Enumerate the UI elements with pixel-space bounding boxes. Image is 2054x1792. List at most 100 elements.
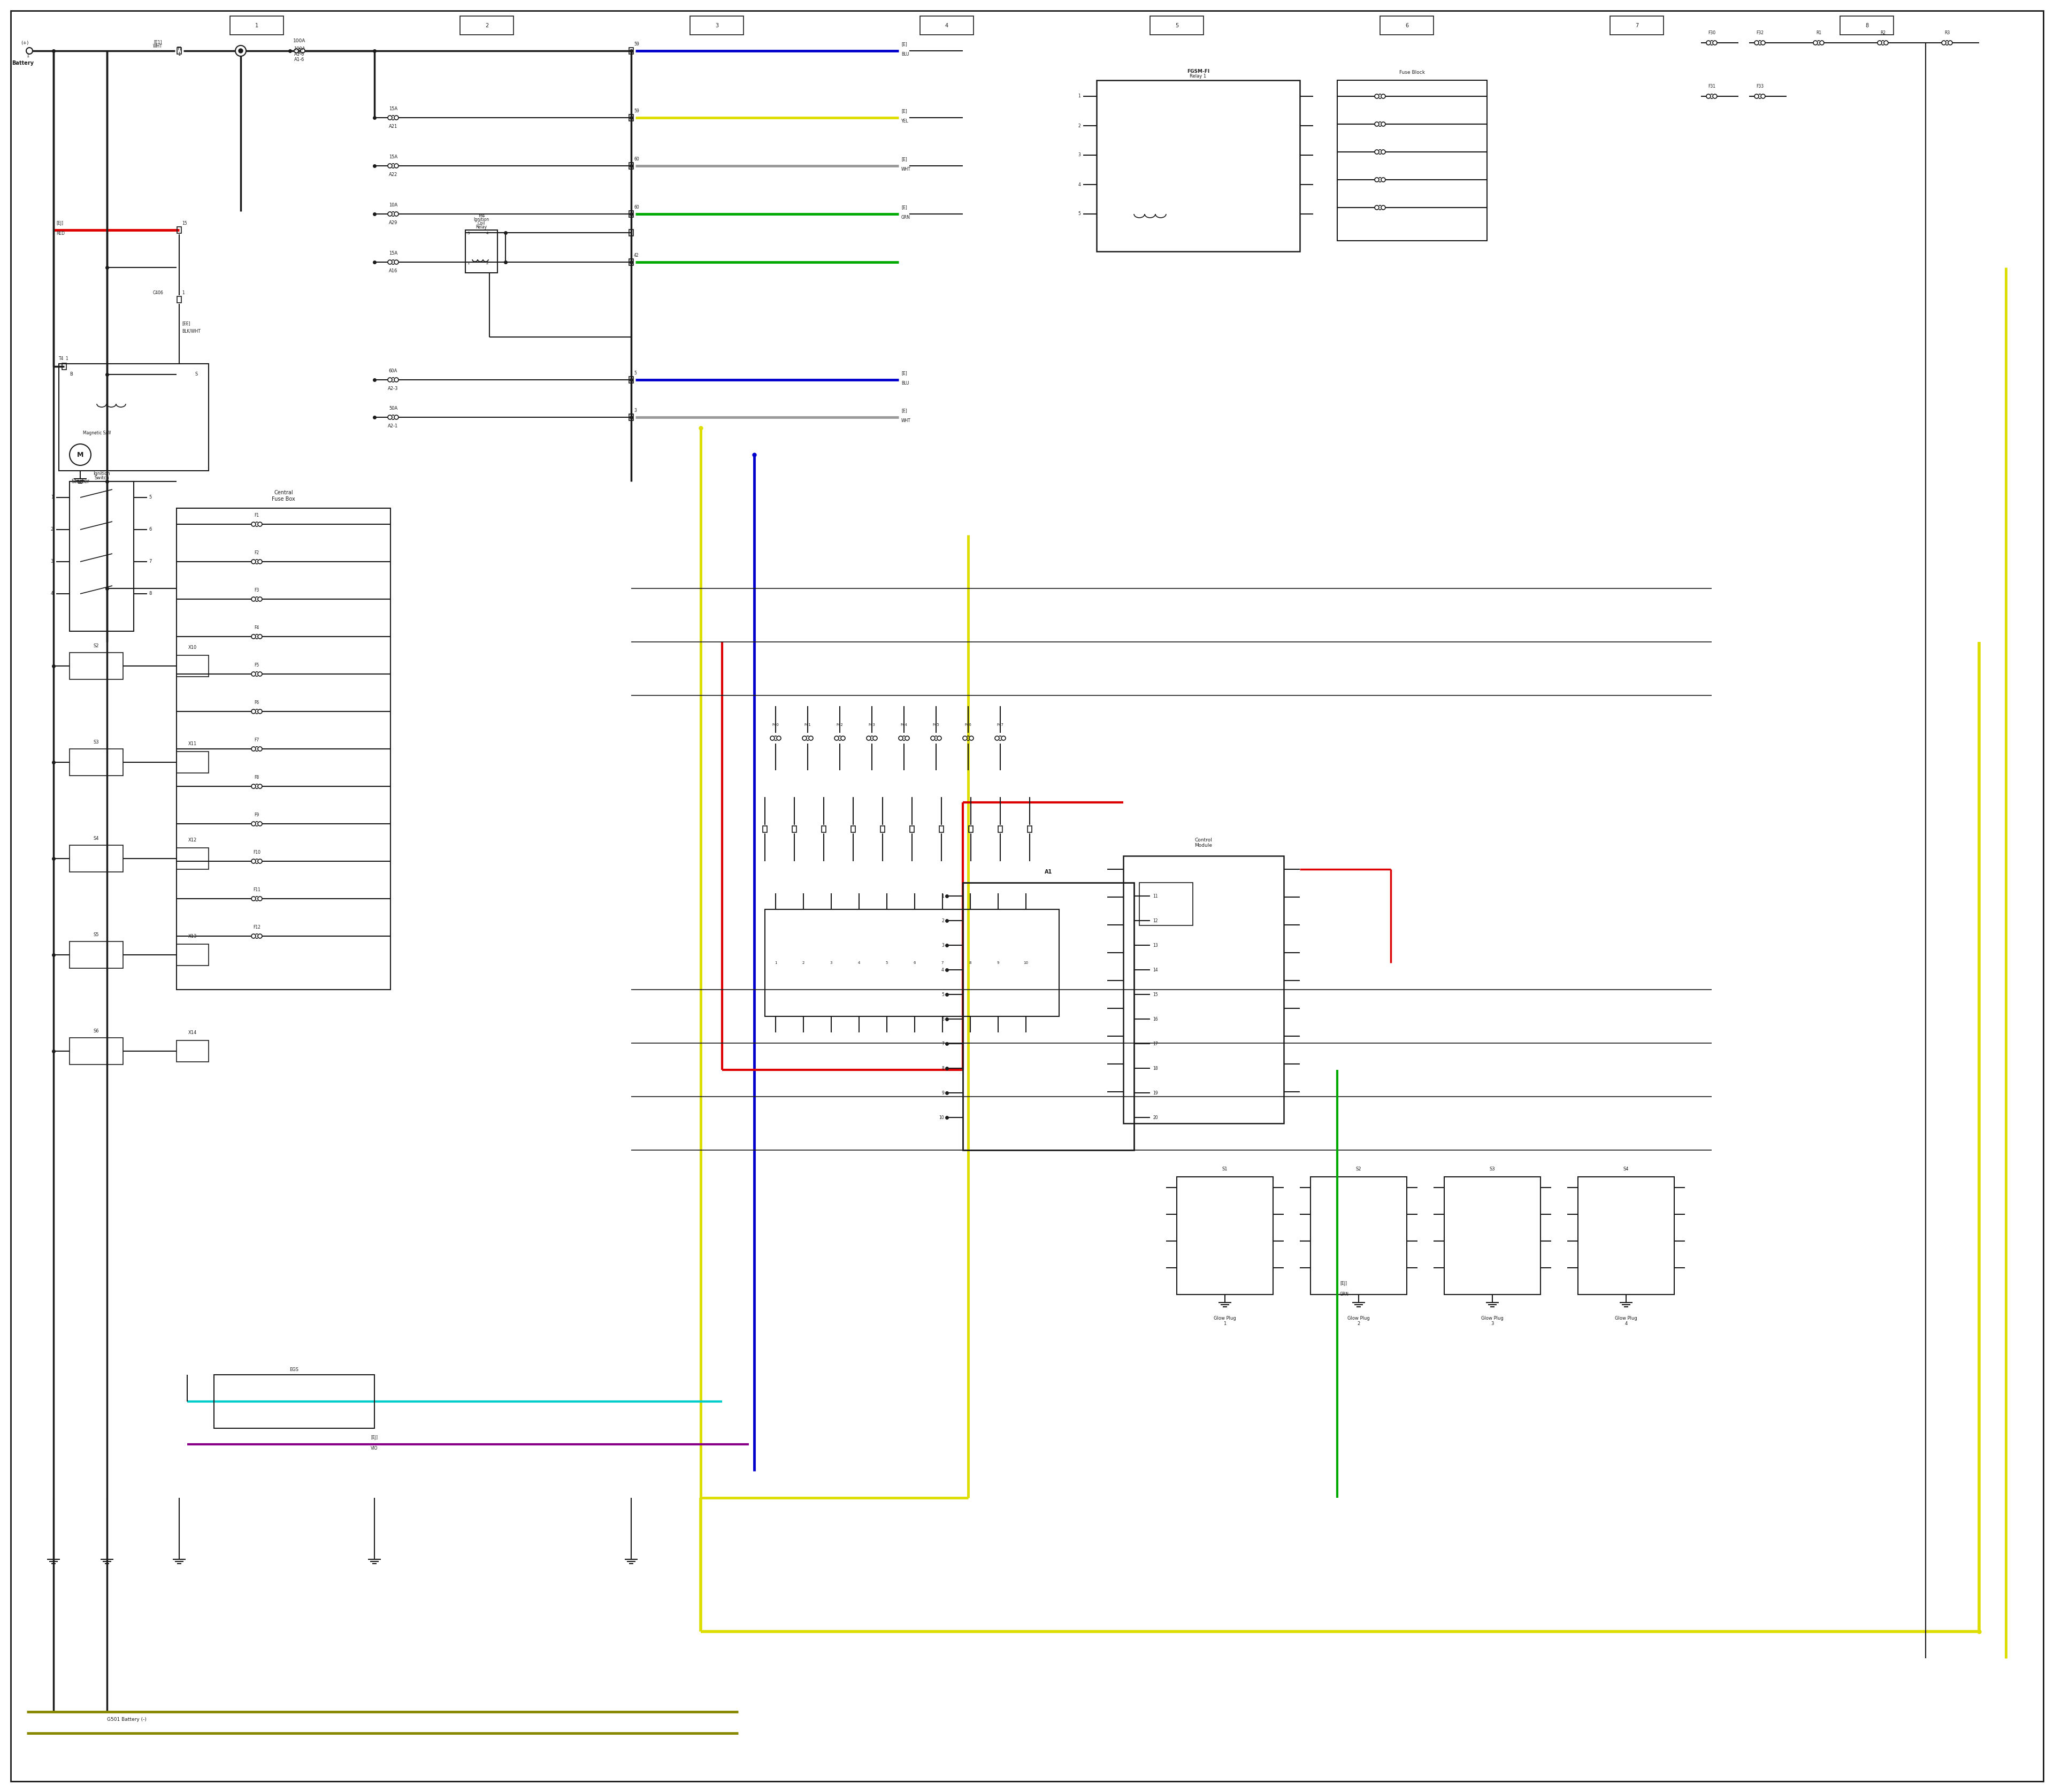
Bar [1310, 1177, 1407, 1294]
Circle shape [776, 737, 781, 740]
Text: C406: C406 [152, 290, 162, 296]
Text: BLU: BLU [902, 52, 910, 57]
Circle shape [840, 737, 844, 740]
Bar [466, 229, 497, 272]
Text: F12: F12 [253, 925, 261, 930]
Text: WHT: WHT [902, 167, 910, 172]
Circle shape [803, 737, 807, 740]
Text: Starter: Starter [72, 478, 88, 484]
Circle shape [1877, 41, 1881, 45]
Text: 4: 4 [945, 23, 949, 29]
Text: S4: S4 [1623, 1167, 1629, 1172]
Bar [1097, 81, 1300, 251]
Circle shape [937, 737, 941, 740]
Bar [850, 826, 854, 831]
Text: Ignition: Ignition [474, 217, 489, 222]
Text: A21: A21 [388, 124, 398, 129]
Text: 9: 9 [996, 961, 1000, 964]
Text: 8: 8 [1865, 23, 1869, 29]
Text: S3: S3 [92, 740, 99, 745]
Text: Central
Fuse Box: Central Fuse Box [271, 491, 296, 502]
Text: 13: 13 [1152, 943, 1158, 948]
Bar [629, 211, 633, 217]
Text: 3: 3 [941, 943, 945, 948]
Text: [EE]: [EE] [183, 321, 191, 326]
Text: S3: S3 [1489, 1167, 1495, 1172]
Text: WHT: WHT [152, 43, 162, 48]
Circle shape [930, 737, 935, 740]
Circle shape [1374, 206, 1378, 210]
Bar [1840, 16, 1894, 34]
Bar [177, 48, 181, 54]
Text: 100A: 100A [294, 38, 306, 43]
Text: 5: 5 [885, 961, 887, 964]
Text: 2: 2 [487, 262, 489, 265]
Circle shape [809, 737, 813, 740]
Text: S6: S6 [92, 1029, 99, 1034]
Circle shape [1754, 95, 1758, 99]
Circle shape [251, 597, 255, 602]
Circle shape [300, 48, 304, 54]
Circle shape [1820, 41, 1824, 45]
Circle shape [27, 48, 33, 54]
Circle shape [388, 211, 392, 217]
Text: Glow Plug
1: Glow Plug 1 [1214, 1315, 1237, 1326]
Bar [762, 826, 766, 831]
Text: 5: 5 [1175, 23, 1179, 29]
Circle shape [1754, 41, 1758, 45]
Bar [70, 749, 123, 776]
Text: F6: F6 [255, 701, 259, 704]
Text: F10: F10 [253, 849, 261, 855]
Text: 10: 10 [1023, 961, 1029, 964]
Text: Fuse Block: Fuse Block [1399, 70, 1425, 75]
Bar [939, 826, 943, 831]
Text: [E]: [E] [902, 109, 908, 113]
Bar [629, 48, 633, 54]
Circle shape [388, 416, 392, 419]
Text: 2: 2 [51, 527, 53, 532]
Bar [629, 376, 633, 383]
Text: 2: 2 [1078, 124, 1080, 127]
Text: [E]: [E] [902, 371, 908, 376]
Text: 8: 8 [148, 591, 152, 597]
Text: Magnetic S/W: Magnetic S/W [82, 430, 111, 435]
Circle shape [394, 163, 398, 168]
Text: A1: A1 [1045, 869, 1052, 874]
Bar [1610, 16, 1664, 34]
Text: BLU: BLU [902, 382, 910, 385]
Text: BLK/WHT: BLK/WHT [183, 328, 201, 333]
Text: 6: 6 [941, 1016, 945, 1021]
Text: F30: F30 [1707, 30, 1715, 36]
Text: F5: F5 [255, 663, 259, 668]
Text: 3: 3 [1078, 152, 1080, 158]
Circle shape [238, 48, 242, 54]
Circle shape [388, 260, 392, 263]
Bar [881, 826, 885, 831]
Text: X10: X10 [189, 645, 197, 650]
Bar [1337, 81, 1487, 240]
Text: F47: F47 [996, 724, 1004, 726]
Bar [629, 229, 633, 237]
Circle shape [394, 211, 398, 217]
Text: YEL: YEL [902, 118, 908, 124]
Text: 8: 8 [941, 1066, 945, 1070]
Bar [1027, 826, 1031, 831]
Bar [177, 751, 210, 772]
Text: A29: A29 [388, 220, 398, 226]
Circle shape [251, 858, 255, 864]
Bar [963, 883, 1134, 1150]
Text: [E]: [E] [902, 41, 908, 47]
Text: 10A: 10A [388, 202, 398, 208]
Text: M4: M4 [479, 213, 485, 219]
Text: 1: 1 [51, 495, 53, 500]
Text: 2: 2 [803, 961, 805, 964]
Circle shape [1947, 41, 1953, 45]
Text: S: S [195, 371, 197, 376]
Circle shape [1760, 41, 1764, 45]
Text: 15A: 15A [388, 106, 398, 111]
Text: 4: 4 [859, 961, 861, 964]
Text: S4: S4 [94, 837, 99, 840]
Text: 1: 1 [466, 262, 470, 265]
Circle shape [969, 737, 974, 740]
Text: 19: 19 [1152, 1091, 1158, 1095]
